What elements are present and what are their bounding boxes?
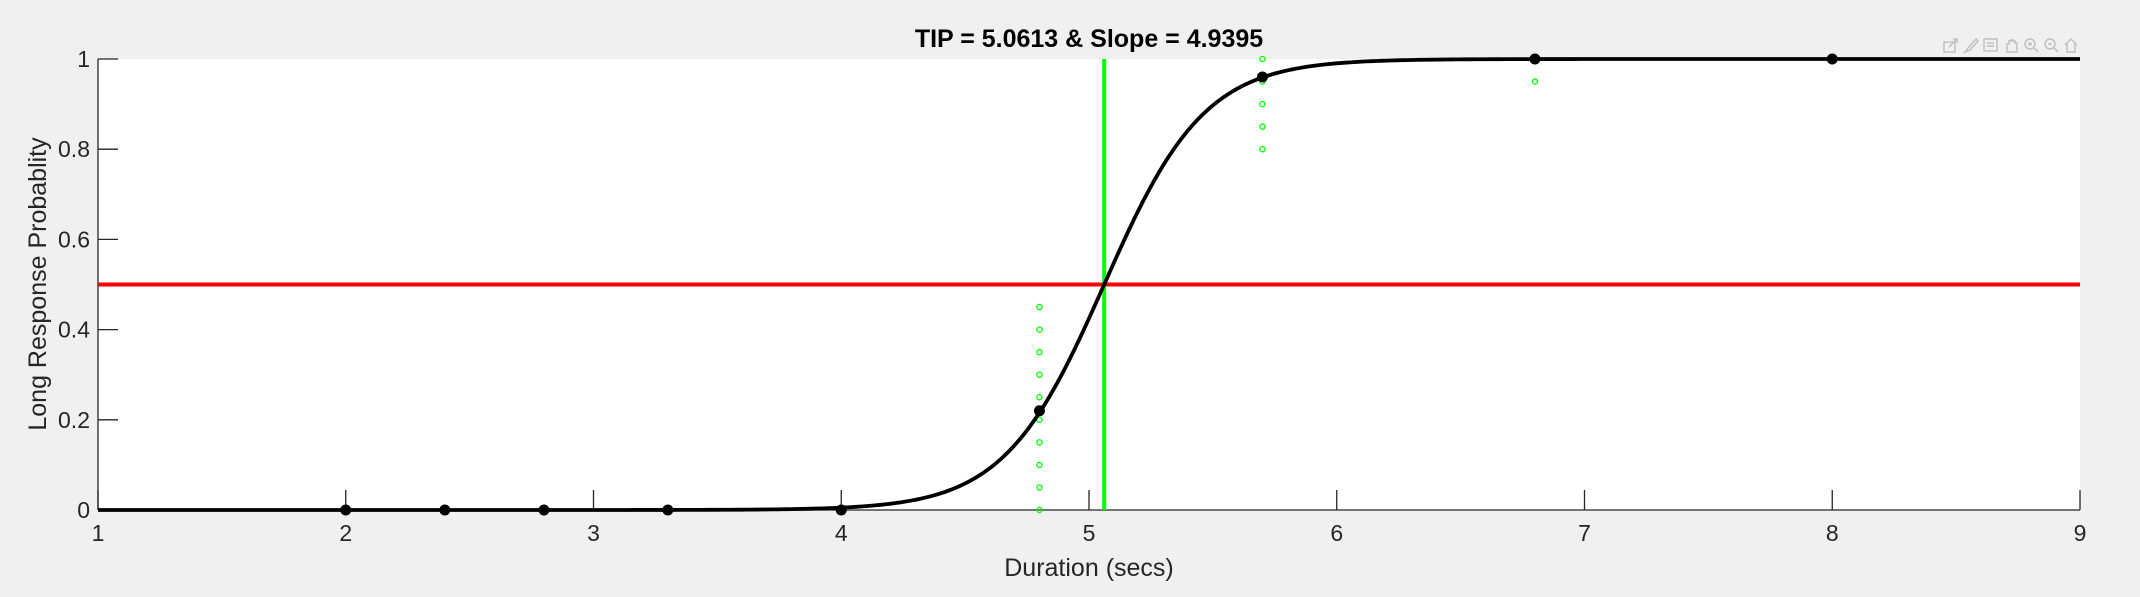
bootstrap-point bbox=[1259, 55, 1266, 63]
x-tick-label: 7 bbox=[1578, 520, 1591, 546]
export-icon[interactable] bbox=[1943, 38, 1958, 53]
x-tick-label: 1 bbox=[92, 520, 105, 546]
bootstrap-point bbox=[1531, 78, 1539, 85]
fit-curve-group bbox=[98, 57, 2080, 512]
x-axis-label: Duration (secs) bbox=[1004, 554, 1174, 582]
x-tick-label: 3 bbox=[587, 520, 600, 546]
y-tick-label: 0.2 bbox=[58, 407, 90, 433]
y-tick-label: 0.6 bbox=[58, 226, 90, 252]
bootstrap-point bbox=[1036, 326, 1043, 333]
axes-toolbar bbox=[1943, 37, 2078, 54]
data-point bbox=[439, 504, 451, 516]
pan-icon[interactable] bbox=[2006, 39, 2018, 53]
bootstrap-point bbox=[1036, 371, 1043, 378]
bootstrap-point bbox=[1259, 123, 1266, 130]
bootstrap-point bbox=[1036, 439, 1043, 446]
data-point bbox=[835, 504, 847, 516]
home-icon[interactable] bbox=[2064, 38, 2078, 53]
x-tick-label: 4 bbox=[835, 520, 848, 546]
y-tick-label: 0 bbox=[77, 497, 90, 523]
y-tick-label: 0.4 bbox=[58, 317, 90, 343]
chart-title: TIP = 5.0613 & Slope = 4.9395 bbox=[915, 25, 1263, 53]
datatip-icon[interactable] bbox=[1983, 38, 1998, 52]
x-tick-label: 9 bbox=[2074, 520, 2087, 546]
bootstrap-point bbox=[1036, 484, 1043, 491]
data-point bbox=[538, 504, 550, 516]
x-tick-label: 6 bbox=[1330, 520, 1343, 546]
data-point bbox=[1256, 71, 1268, 83]
bootstrap-point bbox=[1036, 348, 1043, 356]
data-point bbox=[340, 504, 352, 516]
y-tick-label: 0.8 bbox=[58, 136, 90, 162]
data-point bbox=[1529, 53, 1541, 65]
bootstrap-point bbox=[1036, 506, 1043, 514]
fit-curve bbox=[98, 57, 2080, 512]
x-tick-label: 5 bbox=[1083, 520, 1096, 546]
data-point bbox=[1826, 53, 1838, 65]
zoom-in-icon[interactable] bbox=[2024, 38, 2039, 53]
y-axis-label: Long Response Probablity bbox=[24, 137, 52, 431]
zoom-out-icon[interactable] bbox=[2044, 38, 2059, 53]
data-point bbox=[1033, 405, 1045, 417]
bootstrap-point bbox=[1036, 461, 1043, 469]
data-point bbox=[662, 504, 674, 516]
bootstrap-point bbox=[1259, 100, 1266, 108]
bootstrap-point bbox=[1259, 145, 1266, 153]
observed-points bbox=[340, 53, 1838, 516]
bootstrap-point bbox=[1036, 393, 1043, 401]
x-tick-label: 8 bbox=[1826, 520, 1839, 546]
bootstrap-point bbox=[1036, 303, 1043, 311]
y-tick-label: 1 bbox=[77, 46, 90, 72]
x-tick-label: 2 bbox=[339, 520, 352, 546]
brush-icon[interactable] bbox=[1962, 37, 1979, 54]
